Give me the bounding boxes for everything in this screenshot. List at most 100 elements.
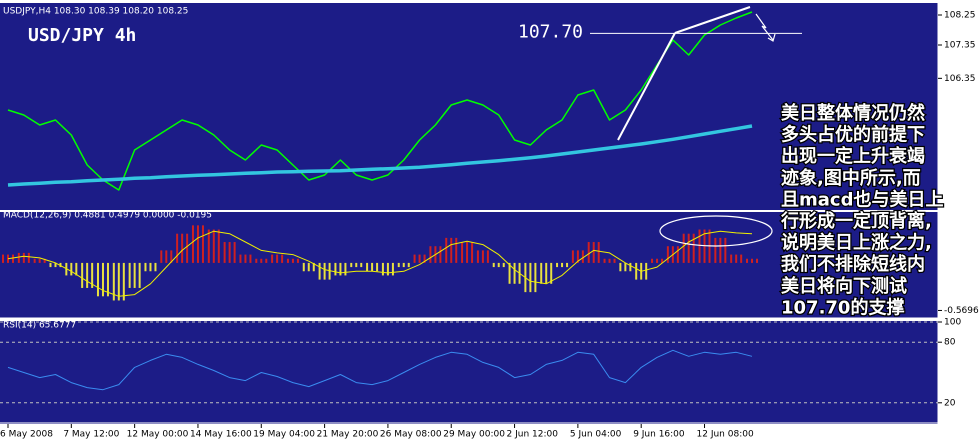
price-panel [0, 3, 938, 210]
histogram-bar [212, 229, 215, 263]
histogram-bar [75, 262, 78, 276]
x-tick-label: 2 Jun 12:00 [507, 430, 559, 440]
histogram-bar [730, 254, 733, 263]
histogram-bar [344, 262, 347, 276]
histogram-bar [360, 262, 363, 268]
histogram-bar [497, 262, 500, 268]
y-tick-label: 80 [944, 338, 956, 348]
histogram-bar [7, 254, 9, 263]
histogram-bar [318, 262, 321, 280]
histogram-bar [302, 262, 305, 272]
histogram-bar [91, 262, 94, 288]
histogram-bar [223, 242, 226, 263]
histogram-bar [613, 258, 616, 263]
histogram-bar [191, 225, 194, 263]
annotation-line: 出现一定上升衰竭 [781, 145, 925, 167]
histogram-bar [651, 258, 654, 263]
histogram-bar [629, 262, 632, 272]
histogram-bar [376, 262, 379, 272]
annotation-line: 我们不排除短线内 [781, 253, 925, 275]
histogram-bar [181, 233, 184, 263]
histogram-bar [86, 262, 89, 288]
histogram-bar [445, 237, 448, 263]
arrow-head [767, 33, 776, 42]
histogram-bar [556, 262, 559, 268]
histogram-bar [513, 262, 516, 284]
annotation-line: 说明美日上涨之力, [781, 232, 932, 254]
histogram-bar [33, 258, 36, 263]
histogram-bar [486, 250, 489, 263]
histogram-bar [144, 262, 147, 272]
histogram-bar [271, 254, 274, 263]
histogram-bar [656, 258, 659, 263]
histogram-bar [281, 254, 284, 263]
histogram-bar [2, 254, 4, 263]
histogram-bar [661, 258, 664, 263]
histogram-bar [719, 237, 722, 263]
histogram-bar [244, 254, 247, 263]
histogram-bar [756, 258, 759, 263]
histogram-bar [12, 254, 14, 263]
histogram-bar [635, 262, 638, 280]
y-tick-label: 108.25 [944, 11, 976, 21]
trend-line [674, 6, 751, 34]
histogram-bar [381, 262, 384, 276]
histogram-bar [508, 262, 511, 284]
x-tick-label: 9 Jun 16:00 [633, 430, 685, 440]
annotation-line: 多头占优的前提下 [781, 124, 925, 146]
histogram-bar [391, 262, 394, 276]
histogram-bar [698, 229, 701, 263]
histogram-bar [186, 233, 189, 263]
histogram-bar [550, 262, 553, 284]
histogram-bar [576, 250, 579, 263]
histogram-bar [239, 254, 242, 263]
y-tick-label: -0.5696 [944, 306, 979, 316]
histogram-bar [461, 242, 464, 263]
histogram-bar [54, 262, 57, 268]
histogram-bar [323, 262, 326, 280]
histogram-bar [502, 262, 505, 268]
panel-header: USDJPY,H4 108.30 108.39 108.20 108.25 [3, 7, 188, 17]
histogram-bar [17, 252, 20, 263]
x-tick-label: 29 May 00:00 [443, 430, 505, 440]
histogram-bar [751, 258, 754, 263]
x-tick-label: 26 May 08:00 [380, 430, 442, 440]
histogram-bar [366, 262, 369, 272]
histogram-bar [397, 262, 400, 268]
series-line [7, 124, 753, 187]
histogram-bar [170, 250, 173, 263]
histogram-bar [676, 246, 679, 263]
histogram-bar [165, 250, 168, 263]
y-tick-label: 20 [944, 398, 956, 408]
histogram-bar [81, 262, 84, 288]
histogram-bar [355, 262, 358, 268]
histogram-bar [687, 233, 690, 263]
histogram-bar [196, 225, 199, 263]
histogram-bar [624, 262, 627, 272]
histogram-bar [117, 262, 120, 301]
histogram-bar [339, 262, 342, 276]
histogram-bar [476, 250, 479, 263]
histogram-bar [692, 233, 695, 263]
x-tick-label: 19 May 04:00 [253, 430, 315, 440]
panel-header: MACD(12,26,9) 0.4881 0.4979 0.0000 -0.01… [3, 211, 212, 221]
x-tick-label: 12 Jun 08:00 [697, 430, 754, 440]
histogram-bar [154, 262, 157, 272]
drawings [617, 6, 776, 247]
histogram-bar [133, 262, 136, 288]
histogram-bar [217, 229, 220, 263]
histogram-bar [49, 262, 52, 268]
histogram-bar [228, 242, 231, 263]
histogram-bar [455, 237, 458, 263]
histogram-bar [413, 254, 416, 263]
histogram-bar [714, 237, 717, 263]
annotation-line: 美日整体情况仍然 [781, 102, 925, 124]
histogram-bar [439, 246, 442, 263]
histogram-bar [423, 254, 426, 263]
histogram-bar [471, 242, 474, 263]
histogram-bar [96, 262, 99, 297]
histogram-bar [619, 262, 622, 272]
annotation-line: 迹象,图中所示,而 [781, 167, 921, 189]
histogram-bar [481, 250, 484, 263]
x-tick-label: 5 Jun 04:00 [570, 430, 622, 440]
